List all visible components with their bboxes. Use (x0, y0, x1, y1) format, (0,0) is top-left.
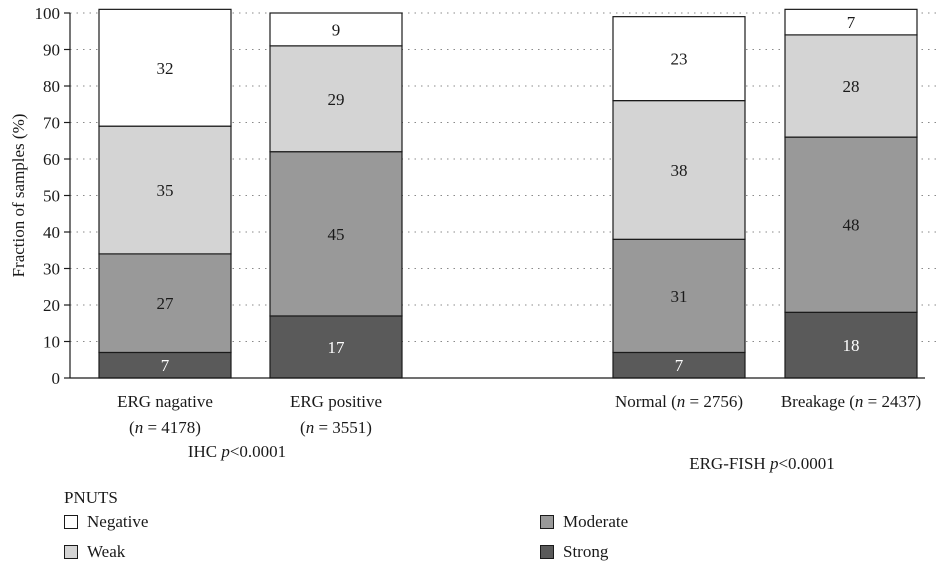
y-tick-label: 100 (35, 4, 61, 23)
bar-segment (784, 8, 918, 36)
bars (98, 8, 918, 379)
y-tick-label: 50 (43, 187, 60, 206)
bar-segment (612, 238, 746, 354)
category-label: Normal (n = 2756) (615, 392, 743, 411)
data-label: 27 (157, 294, 175, 313)
legend-swatch (540, 545, 554, 559)
category-label: ERG positive (290, 392, 382, 411)
legend-item-strong: Strong (540, 542, 608, 562)
data-label: 48 (843, 216, 860, 235)
bar-segment (784, 34, 918, 138)
data-label: 45 (328, 225, 345, 244)
data-label: 28 (843, 77, 860, 96)
legend-item-negative: Negative (64, 512, 148, 532)
bar-segment (98, 351, 232, 379)
y-tick-label: 70 (43, 114, 60, 133)
legend-item-weak: Weak (64, 542, 125, 562)
y-tick-label: 90 (43, 41, 60, 60)
y-tick-label: 20 (43, 296, 60, 315)
data-label: 32 (157, 59, 174, 78)
y-tick-label: 0 (52, 369, 61, 388)
data-label: 38 (671, 161, 688, 180)
bar-segment (98, 253, 232, 354)
y-tick-label: 10 (43, 333, 60, 352)
legend-swatch (540, 515, 554, 529)
y-axis-label: Fraction of samples (%) (9, 114, 28, 278)
legend-swatch (64, 545, 78, 559)
legend-label: Weak (87, 542, 126, 561)
category-label-sub: (n = 3551) (300, 418, 372, 437)
legend-swatch (64, 515, 78, 529)
data-label: 18 (843, 336, 860, 355)
bar-segment (269, 45, 403, 153)
labels: 7273532174529973138231848287010203040506… (9, 4, 921, 473)
legend-label: Negative (87, 512, 149, 531)
data-label: 31 (671, 287, 688, 306)
group-label: ERG-FISH p<0.0001 (689, 454, 835, 473)
bar-segment (269, 12, 403, 47)
category-label: Breakage (n = 2437) (781, 392, 921, 411)
legend-label: Moderate (563, 512, 629, 531)
category-label-sub: (n = 4178) (129, 418, 201, 437)
category-label: ERG nagative (117, 392, 213, 411)
bar-segment (269, 151, 403, 317)
y-tick-label: 40 (43, 223, 60, 242)
bar-segment (612, 99, 746, 240)
legend-title: PNUTS (64, 488, 118, 507)
data-label: 7 (847, 13, 856, 32)
y-tick-label: 30 (43, 260, 60, 279)
bar-segment (784, 311, 918, 379)
data-label: 35 (157, 181, 174, 200)
axes (64, 12, 925, 379)
data-label: 29 (328, 90, 345, 109)
bar-segment (612, 16, 746, 102)
data-label: 7 (675, 356, 684, 375)
data-label: 9 (332, 20, 341, 39)
y-tick-label: 60 (43, 150, 60, 169)
legend-item-moderate: Moderate (540, 512, 628, 532)
data-label: 7 (161, 356, 170, 375)
y-tick-label: 80 (43, 77, 60, 96)
data-label: 17 (328, 338, 346, 357)
group-label: IHC p<0.0001 (188, 442, 286, 461)
bar-segment (98, 8, 232, 127)
legend-label: Strong (563, 542, 609, 561)
data-label: 23 (671, 50, 688, 69)
